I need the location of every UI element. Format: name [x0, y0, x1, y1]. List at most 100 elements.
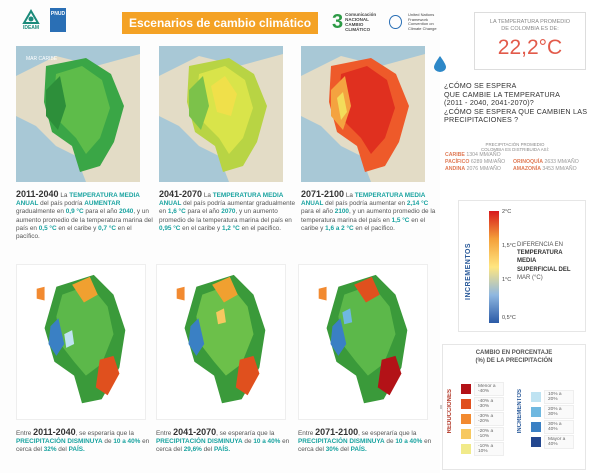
precipitation-map-2011-2040 [16, 264, 146, 420]
body-text: en el pacífico. [239, 224, 282, 232]
highlight-text: 10 a 40% [253, 438, 281, 446]
legend-item: Menor a -40% [461, 381, 504, 396]
sea-temperature-scale: INCREMENTOS 2°C 1,5°C 1°C 0,5°C DIFERENC… [458, 200, 586, 332]
temperature-map-2011-2040: MAR CARIBE [16, 46, 140, 182]
scenarios-poster: IDEAM PNUD Escenarios de cambio climátic… [16, 8, 440, 455]
body-text: Entre [16, 430, 34, 437]
legend-label: Mayor a 40% [544, 434, 574, 449]
highlight-text: 0,95 °C [159, 224, 181, 232]
highlight-text: 2070 [221, 208, 236, 216]
legend-item: -30% a -20% [461, 411, 504, 426]
un-line: United Nations [407, 12, 435, 17]
caption-line: DIFERENCIA EN [517, 242, 564, 248]
highlight-text: 1,6 a 2 °C [325, 224, 354, 232]
legend-item: -20% a -10% [461, 426, 504, 441]
body-text: en el caribe y [56, 224, 99, 232]
highlight-text: 10 a 40% [395, 438, 423, 446]
reductions-label: REDUCCIONES [447, 389, 453, 434]
body-text: en cerca del [298, 438, 432, 454]
reductions-column: Menor a -40% -40% a -30% -30% a -20% -20% a… [461, 381, 504, 456]
scale-tick: 1,5°C [502, 243, 516, 249]
body-text: del país podría aumentar en [323, 200, 407, 208]
caption-line: SUPERFICIAL DEL [517, 266, 571, 273]
region-name: PACÍFICO [445, 159, 470, 165]
legend-swatch [461, 398, 471, 409]
tcn-line: NACIONAL [345, 17, 369, 22]
body-text: del [338, 446, 351, 454]
legend-swatch [461, 443, 471, 454]
body-text: en el caribe y [180, 224, 222, 232]
scenario-years: 2041-2070 [159, 189, 203, 199]
average-temperature-card: LA TEMPERATURA PROMEDIO DE COLOMBIA ES D… [474, 12, 586, 70]
tcn-line: Comunicación [345, 12, 377, 17]
body-text: , se esperaría que la [75, 430, 134, 437]
body-text: en el pacífico. [16, 224, 132, 241]
scenario-years: 2011-2040 [16, 189, 59, 199]
highlight-text: PAÍS. [213, 446, 231, 454]
page-title: Escenarios de cambio climático [122, 12, 318, 34]
highlight-text: 0,9 °C [65, 208, 84, 216]
temperature-map-2071-2100 [301, 46, 425, 182]
body-text: del [201, 446, 214, 454]
ideam-label: IDEAM [22, 25, 40, 31]
legend-label: -10% a 10% [474, 441, 504, 456]
tcn-number: 3 [332, 11, 344, 33]
body-text: de [102, 438, 114, 446]
precip-scenario-text: Entre 2041-2070, se esperaría que la PRE… [156, 428, 294, 455]
right-logos: 3 Comunicación NACIONAL CAMBIO CLIMÁTICO… [332, 12, 440, 32]
caption-line: TEMPERATURA MEDIA [517, 250, 563, 265]
body-text: La [344, 192, 355, 199]
average-precipitation-card: PRECIPITACIÓN PROMEDIO COLOMBIA ES DISTR… [445, 142, 585, 192]
legend-label: 10% a 20% [544, 389, 574, 404]
region-name: CARIBE [445, 152, 465, 158]
highlight-text: 1,6 °C [167, 208, 186, 216]
average-temperature-label: LA TEMPERATURA PROMEDIO DE COLOMBIA ES D… [475, 19, 585, 33]
legend-item: Mayor a 40% [531, 434, 574, 449]
water-drop-icon [434, 56, 446, 72]
body-text: Entre [156, 430, 174, 437]
legend-title: CAMBIO EN PORCENTAJE (%) DE LA PRECIPITA… [443, 349, 585, 365]
highlight-text: 0,5 °C [38, 224, 57, 232]
body-text: de [242, 438, 254, 446]
legend-label: -30% a -20% [474, 411, 504, 426]
legend-item: -10% a 10% [461, 441, 504, 456]
body-text: en el pacífico. [353, 224, 395, 232]
region-value: 2633 MM/AÑO [544, 159, 579, 165]
legend-item: 20% a 30% [531, 404, 574, 419]
legend-item: 30% a 40% [531, 419, 574, 434]
highlight-text: 30% [325, 446, 339, 454]
undp-logo: PNUD [50, 8, 66, 32]
highlight-text: 29,6% [183, 446, 202, 454]
body-text: , se esperaría que la [358, 430, 417, 437]
legend-label: 30% a 40% [544, 419, 574, 434]
temperature-map-image [159, 46, 283, 182]
left-logos: IDEAM PNUD [22, 8, 66, 32]
body-text: de [384, 438, 396, 446]
period-text: 2041-2070 [173, 427, 217, 437]
unfccc-text: United Nations Framework Convention on C… [407, 12, 440, 31]
divider-mark [440, 405, 443, 409]
body-text: en el caribe y [301, 216, 426, 232]
highlight-text: 1,2 °C [221, 224, 240, 232]
temp-scenario-text: 2071-2100 La TEMPERATURA MEDIA ANUAL del… [301, 190, 439, 233]
body-text: La [202, 192, 213, 199]
region-value: 2076 MM/AÑO [466, 166, 501, 172]
legend-swatch [531, 406, 541, 417]
body-text: para el año [83, 208, 120, 216]
tcn-line: CAMBIO CLIMÁTICO [345, 22, 371, 32]
highlight-text: PRECIPITACIÓN DISMINUYA [156, 438, 243, 446]
scenario-description: La TEMPERATURA MEDIA ANUAL del país podr… [16, 192, 153, 240]
increments-label: INCREMENTOS [517, 389, 523, 434]
heading-line: PRECIPITACIÓN PROMEDIO [485, 142, 545, 147]
scale-tick: 1°C [502, 277, 512, 283]
legend-item: 10% a 20% [531, 389, 574, 404]
legend-label: -40% a -30% [474, 396, 504, 411]
highlight-text: TEMPERATURA MEDIA ANUAL [16, 192, 140, 208]
increments-column: 10% a 20% 20% a 30% 30% a 40% Mayor a 40% [531, 389, 574, 449]
body-text: en cerca del [156, 438, 290, 454]
precipitation-change-legend: CAMBIO EN PORCENTAJE (%) DE LA PRECIPITA… [442, 344, 586, 470]
ideam-logo: IDEAM [22, 9, 40, 31]
body-text: en cerca del [16, 438, 150, 454]
region-name: AMAZONÍA [513, 166, 541, 172]
precip-row: ANDINA 2076 MM/AÑO AMAZONÍA 3453 MM/AÑO [445, 166, 585, 173]
